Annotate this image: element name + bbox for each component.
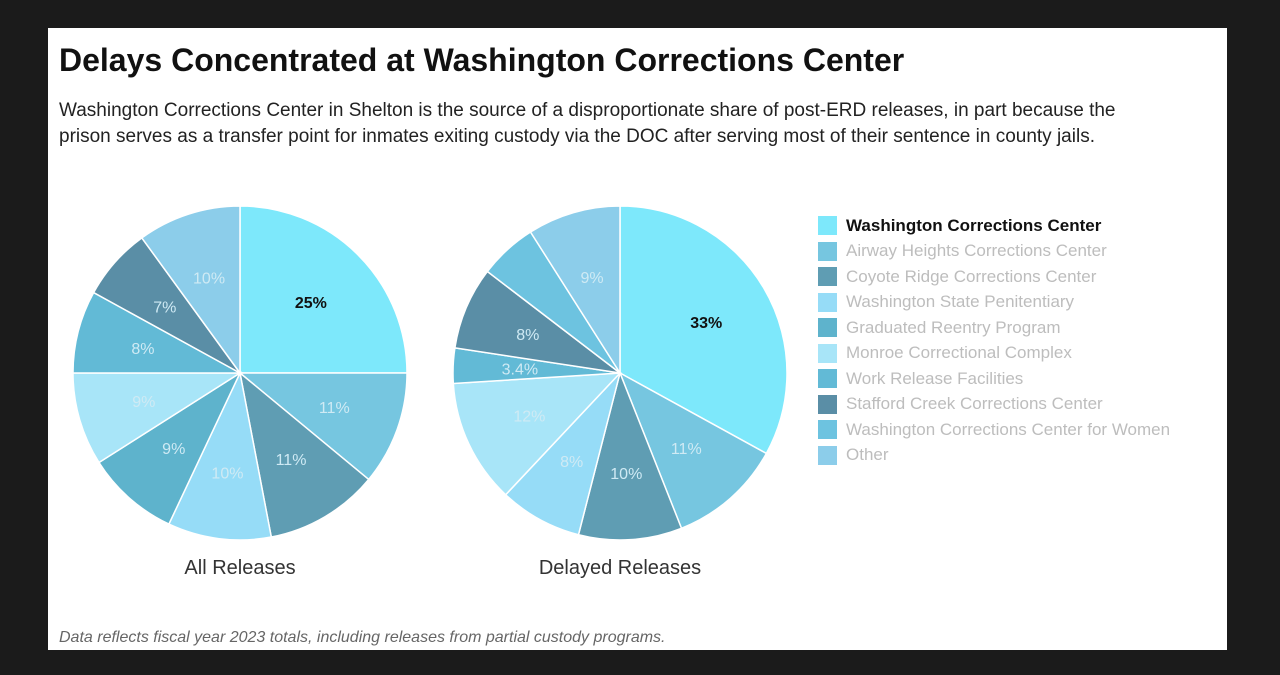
- legend-label: Washington State Penitentiary: [846, 292, 1075, 312]
- legend-swatch: [818, 267, 837, 287]
- legend-item[interactable]: Washington Corrections Center: [818, 213, 1170, 239]
- legend-item[interactable]: Washington State Penitentiary: [818, 290, 1170, 316]
- pie-slice[interactable]: [577, 370, 683, 541]
- legend-swatch: [818, 343, 837, 363]
- legend-item[interactable]: Washington Corrections Center for Women: [818, 417, 1170, 443]
- chart-title: Delays Concentrated at Washington Correc…: [59, 42, 905, 78]
- pie-caption-all-releases: All Releases: [184, 557, 296, 579]
- pie-delayed-releases: 33% 11% 10% 8% 12% 3.4% 8% 9%: [452, 205, 788, 541]
- pie-slice-label: 11%: [276, 452, 307, 469]
- legend-item[interactable]: Stafford Creek Corrections Center: [818, 392, 1170, 418]
- legend-label: Graduated Reentry Program: [846, 317, 1061, 337]
- legend-swatch: [818, 445, 837, 465]
- pie-slice[interactable]: [140, 205, 241, 376]
- legend-swatch: [818, 241, 837, 261]
- legend-swatch: [818, 318, 837, 338]
- legend-swatch: [818, 292, 837, 312]
- legend-label: Washington Corrections Center: [846, 215, 1102, 235]
- legend-swatch: [818, 216, 837, 236]
- legend-item[interactable]: Airway Heights Corrections Center: [818, 239, 1170, 265]
- legend: Washington Corrections Center Airway Heig…: [818, 213, 1170, 468]
- pie-slice-label: 10%: [610, 466, 642, 483]
- legend-item[interactable]: Other: [818, 443, 1170, 469]
- legend-label: Stafford Creek Corrections Center: [846, 394, 1103, 414]
- pie-slice-label: 33%: [690, 315, 722, 332]
- pie-caption-delayed-releases: Delayed Releases: [538, 557, 702, 579]
- legend-label: Work Release Facilities: [846, 368, 1024, 388]
- pie-slice[interactable]: [618, 371, 768, 530]
- pie-slice[interactable]: [452, 372, 622, 496]
- pie-slice[interactable]: [239, 205, 408, 374]
- pie-slice-label: 8%: [560, 454, 583, 471]
- chart-card: Delays Concentrated at Washington Correc…: [48, 28, 1227, 650]
- legend-item[interactable]: Work Release Facilities: [818, 366, 1170, 392]
- pie-charts: 25% 11% 11% 10% 9% 9% 8% 7% 10% 33% 11% 10% 8% 12% 3.4…: [72, 205, 788, 541]
- legend-item[interactable]: Monroe Correctional Complex: [818, 341, 1170, 367]
- legend-label: Washington Corrections Center for Women: [846, 419, 1171, 439]
- pie-slice[interactable]: [237, 372, 408, 481]
- legend-label: Coyote Ridge Corrections Center: [846, 266, 1097, 286]
- pie-slice[interactable]: [167, 370, 273, 541]
- pie-slice-label: 25%: [295, 295, 327, 312]
- legend-item[interactable]: Coyote Ridge Corrections Center: [818, 264, 1170, 290]
- pie-slice[interactable]: [619, 205, 788, 455]
- pie-slice[interactable]: [97, 370, 242, 526]
- pie-slice-label: 9%: [132, 394, 155, 411]
- legend-swatch: [818, 420, 837, 440]
- pie-slice-label: 10%: [193, 271, 225, 288]
- chart-subtitle: Washington Corrections Center in Shelton…: [59, 100, 1116, 147]
- pie-slice-label: 12%: [513, 409, 545, 426]
- legend-swatch: [818, 394, 837, 414]
- pie-slice-label: 10%: [211, 465, 243, 482]
- legend-label: Monroe Correctional Complex: [846, 343, 1072, 363]
- pie-slice-label: 8%: [131, 341, 154, 358]
- pie-slice-label: 11%: [319, 400, 350, 417]
- legend-label: Other: [846, 445, 889, 465]
- legend-swatch: [818, 369, 837, 389]
- pie-slice-label: 11%: [671, 441, 702, 458]
- legend-label: Airway Heights Corrections Center: [846, 241, 1107, 261]
- pie-slice[interactable]: [72, 372, 243, 464]
- pie-slice-label: 8%: [516, 327, 539, 344]
- pie-slice-label: 9%: [580, 270, 603, 287]
- footnote: Data reflects fiscal year 2023 totals, i…: [59, 629, 666, 646]
- legend-item[interactable]: Graduated Reentry Program: [818, 315, 1170, 341]
- pie-slice-label: 9%: [162, 441, 185, 458]
- pie-slice[interactable]: [238, 371, 370, 538]
- pie-all-releases: 25% 11% 11% 10% 9% 9% 8% 7% 10%: [72, 205, 408, 541]
- pie-slice-label: 3.4%: [502, 362, 538, 379]
- pie-slice-label: 7%: [153, 300, 176, 317]
- pie-slice[interactable]: [529, 205, 621, 376]
